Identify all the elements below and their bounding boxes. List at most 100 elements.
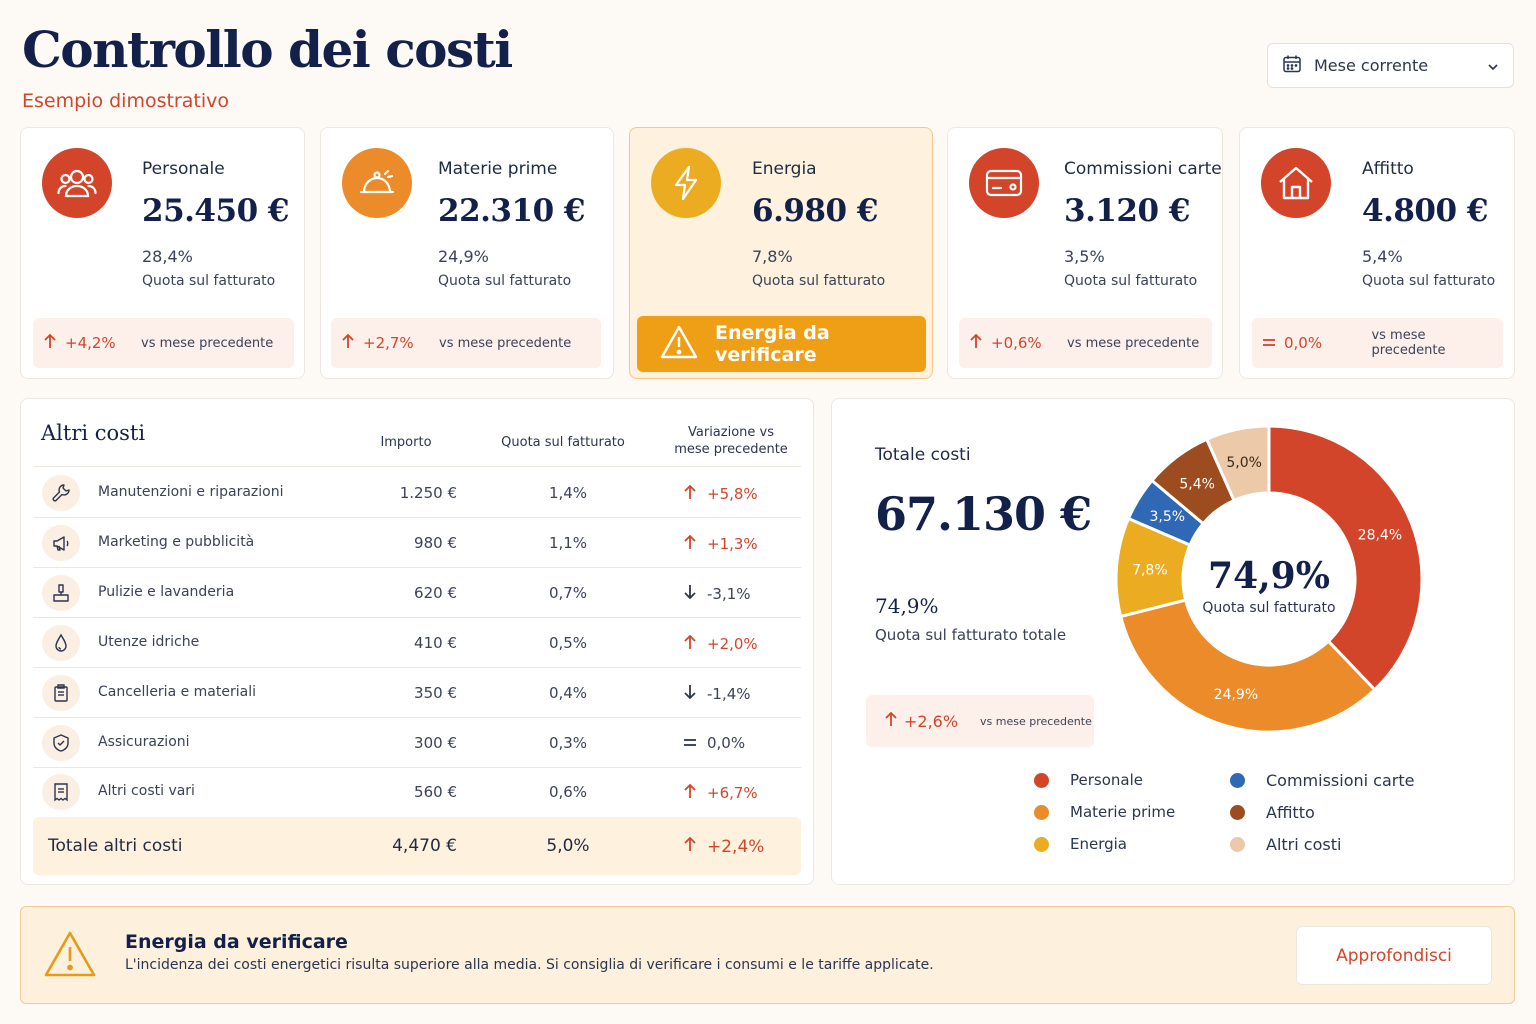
lightning-icon [651, 148, 721, 218]
kpi-label: Commissioni carte [1064, 159, 1222, 179]
kpi-card-commissioni-carte[interactable]: Commissioni carte 3.120 € 3,5% Quota sul… [947, 127, 1223, 379]
legend-swatch [1034, 772, 1049, 788]
column-header-variation-line2: mese precedente [674, 442, 788, 457]
arrow-down-icon [683, 684, 697, 704]
table-row[interactable]: Manutenzioni e riparazioni 1.250 € 1,4% … [33, 468, 801, 518]
total-amount: 4,470 € [392, 836, 457, 856]
table-row[interactable]: Altri costi vari 560 € 0,6% +6,7% [33, 767, 801, 817]
row-amount: 1.250 € [399, 484, 457, 502]
house-icon [1261, 148, 1331, 218]
kpi-value: 6.980 € [752, 193, 878, 229]
delta-caption: vs mese precedente [1067, 335, 1200, 351]
energy-alert-label: Energia da verificare [715, 322, 830, 366]
row-amount: 620 € [414, 584, 457, 602]
kpi-delta: +4,2% vs mese precedente [33, 318, 294, 368]
row-share: 1,4% [548, 484, 588, 502]
row-variation-value: +6,7% [707, 784, 758, 802]
row-variation: 0,0% [683, 734, 793, 752]
row-share: 0,6% [548, 783, 588, 801]
donut-center-label: Quota sul fatturato [1202, 600, 1335, 616]
kpi-card-energia[interactable]: Energia 6.980 € 7,8% Quota sul fatturato… [629, 127, 933, 379]
kpi-card-personale[interactable]: Personale 25.450 € 28,4% Quota sul fattu… [20, 127, 305, 379]
row-variation-value: +2,0% [707, 635, 758, 653]
cleaning-icon [42, 575, 80, 611]
users-icon [42, 148, 112, 218]
donut-data-label: 24,9% [1214, 687, 1258, 703]
shield-icon [42, 725, 80, 761]
legend-swatch [1230, 773, 1245, 788]
wrench-icon [42, 475, 80, 511]
row-name: Marketing e pubblicità [98, 534, 255, 550]
row-variation: -1,4% [683, 684, 793, 704]
row-name: Altri costi vari [98, 783, 195, 799]
total-share: 5,0% [546, 836, 590, 856]
total-costs-value: 67.130 € [875, 487, 1092, 541]
donut-data-label: 7,8% [1132, 562, 1168, 578]
period-select[interactable]: Mese corrente [1267, 43, 1514, 88]
total-costs-delta: +2,6% vs mese precedente [866, 695, 1094, 747]
kpi-card-affitto[interactable]: Affitto 4.800 € 5,4% Quota sul fatturato… [1239, 127, 1515, 379]
kpi-share: 5,4% [1362, 247, 1403, 266]
arrow-up-icon [683, 836, 697, 857]
kpi-label: Affitto [1362, 159, 1414, 179]
kpi-delta: +2,7% vs mese precedente [331, 318, 601, 368]
row-variation: +6,7% [683, 783, 793, 803]
kpi-card-materie-prime[interactable]: Materie prime 22.310 € 24,9% Quota sul f… [320, 127, 614, 379]
legend-label: Materie prime [1070, 803, 1176, 821]
calendar-icon [1282, 54, 1302, 78]
equal-icon [683, 734, 697, 752]
table-row[interactable]: Utenze idriche 410 € 0,5% +2,0% [33, 618, 801, 668]
donut-data-label: 3,5% [1150, 509, 1186, 525]
legend-swatch [1034, 836, 1049, 852]
total-variation: +2,4% [683, 836, 764, 857]
row-name: Manutenzioni e riparazioni [98, 484, 284, 500]
table-row[interactable]: Assicurazioni 300 € 0,3% 0,0% [33, 718, 801, 768]
alert-text: L'incidenza dei costi energetici risulta… [125, 957, 934, 973]
kpi-delta: +0,6% vs mese precedente [959, 318, 1212, 368]
stationery-icon [42, 675, 80, 711]
megaphone-icon [42, 525, 80, 561]
arrow-up-icon [969, 333, 983, 353]
arrow-down-icon [683, 584, 697, 604]
row-variation-value: -1,4% [707, 685, 751, 703]
arrow-up-icon [884, 711, 898, 731]
kpi-label: Personale [142, 159, 225, 179]
kpi-share: 7,8% [752, 247, 793, 266]
water-drop-icon [42, 625, 80, 661]
donut-data-label: 28,4% [1358, 528, 1402, 544]
delta-value: +4,2% [65, 334, 116, 352]
donut-data-label: 5,4% [1179, 477, 1215, 493]
table-row[interactable]: Pulizie e lavanderia 620 € 0,7% -3,1% [33, 568, 801, 618]
legend-label: Personale [1070, 771, 1143, 789]
arrow-up-icon [683, 783, 697, 803]
other-costs-panel: Altri costi Importo Quota sul fatturato … [20, 398, 814, 885]
kpi-delta: 0,0% vs mese precedente [1252, 318, 1503, 368]
receipt-icon [42, 774, 80, 810]
row-name: Cancelleria e materiali [98, 684, 256, 700]
table-row[interactable]: Marketing e pubblicità 980 € 1,1% +1,3% [33, 518, 801, 568]
delta-caption: vs mese precedente [980, 714, 1092, 728]
legend-label: Commissioni carte [1266, 771, 1415, 790]
chevron-down-icon [1487, 56, 1499, 75]
details-button[interactable]: Approfondisci [1296, 926, 1492, 985]
warning-icon [659, 324, 699, 365]
legend-label: Altri costi [1266, 835, 1342, 854]
total-row: Totale altri costi 4,470 € 5,0% +2,4% [33, 817, 801, 875]
total-variation-value: +2,4% [707, 836, 765, 857]
column-header-variation-line1: Variazione vs [688, 425, 774, 440]
energy-alert-button[interactable]: Energia da verificare [637, 316, 926, 372]
row-name: Utenze idriche [98, 634, 200, 650]
total-costs-share: 74,9% [875, 594, 939, 618]
kpi-caption: Quota sul fatturato [1064, 273, 1198, 289]
kpi-caption: Quota sul fatturato [752, 273, 886, 289]
donut-slice-personale [1267, 424, 1424, 692]
row-share: 0,7% [548, 584, 588, 602]
row-variation-value: 0,0% [707, 734, 746, 752]
table-row[interactable]: Cancelleria e materiali 350 € 0,4% -1,4% [33, 668, 801, 718]
legend-label: Energia [1070, 835, 1127, 853]
row-variation: -3,1% [683, 584, 793, 604]
arrow-up-icon [43, 333, 57, 353]
row-share: 0,5% [548, 634, 588, 652]
page-title: Controllo dei costi [22, 20, 513, 79]
row-variation-value: +5,8% [707, 485, 758, 503]
